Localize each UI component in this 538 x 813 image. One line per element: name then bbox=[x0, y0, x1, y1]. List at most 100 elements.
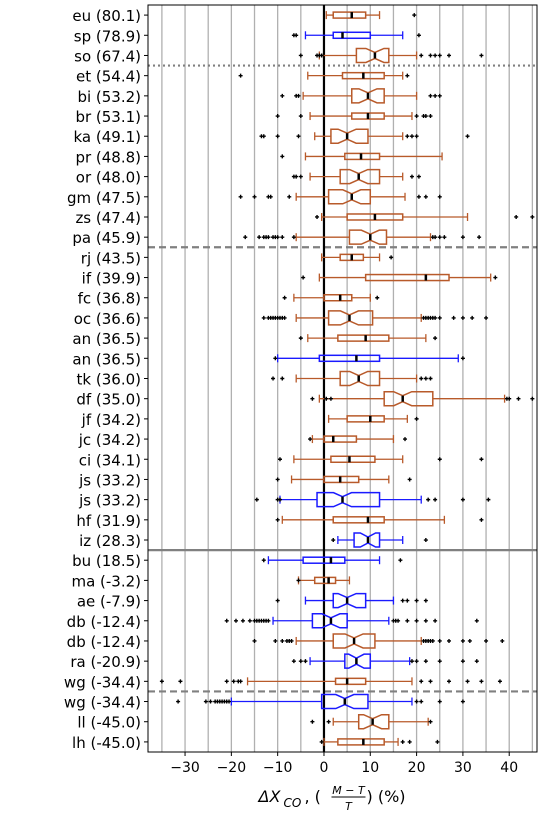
outlier-marker bbox=[414, 659, 419, 664]
outlier-marker bbox=[308, 437, 313, 442]
ytick-label: br (53.1) bbox=[75, 108, 141, 126]
outlier-marker bbox=[467, 638, 472, 643]
boxplot-row bbox=[296, 576, 351, 585]
outlier-marker bbox=[398, 558, 403, 563]
boxplot-row bbox=[273, 354, 465, 363]
outlier-marker bbox=[428, 719, 433, 724]
box bbox=[332, 592, 367, 609]
outlier-marker bbox=[414, 134, 419, 139]
outlier-marker bbox=[479, 679, 484, 684]
outlier-marker bbox=[178, 679, 183, 684]
outlier-marker bbox=[437, 235, 442, 240]
boxplot-row bbox=[321, 253, 394, 262]
ytick-label: hf (31.9) bbox=[76, 512, 141, 530]
x-axis-label-denominator: T bbox=[345, 800, 353, 813]
outlier-marker bbox=[407, 739, 412, 744]
outlier-marker bbox=[423, 194, 428, 199]
box bbox=[332, 516, 385, 524]
outlier-marker bbox=[442, 235, 447, 240]
boxplot-row bbox=[308, 435, 408, 444]
ytick-label: bu (18.5) bbox=[72, 552, 141, 570]
outlier-marker bbox=[275, 114, 280, 119]
ytick-label: ra (-20.9) bbox=[70, 653, 141, 671]
boxplot-row bbox=[280, 88, 442, 104]
outlier-marker bbox=[460, 356, 465, 361]
outlier-marker bbox=[419, 679, 424, 684]
outlier-marker bbox=[437, 659, 442, 664]
boxplot-row bbox=[301, 273, 498, 282]
outlier-marker bbox=[315, 214, 320, 219]
outlier-marker bbox=[430, 638, 435, 643]
ytick-label: bi (53.2) bbox=[77, 88, 141, 106]
boxplot-row bbox=[261, 310, 489, 326]
outlier-marker bbox=[530, 214, 535, 219]
box bbox=[339, 168, 381, 185]
boxplot-row bbox=[275, 592, 428, 609]
outlier-marker bbox=[470, 315, 475, 320]
outlier-marker bbox=[271, 376, 276, 381]
ytick-label: db (-12.4) bbox=[67, 613, 141, 631]
boxplot-row bbox=[282, 293, 380, 302]
ytick-label: js (33.2) bbox=[78, 471, 141, 489]
outlier-marker bbox=[428, 53, 433, 58]
box bbox=[346, 415, 385, 423]
outlier-marker bbox=[261, 134, 266, 139]
boxplot-row bbox=[319, 737, 440, 746]
outlier-marker bbox=[460, 699, 465, 704]
outlier-marker bbox=[530, 396, 535, 401]
ytick-label: rj (43.5) bbox=[81, 249, 141, 267]
outlier-marker bbox=[224, 679, 229, 684]
outlier-marker bbox=[447, 638, 452, 643]
outlier-marker bbox=[294, 174, 299, 179]
ytick-label: if (39.9) bbox=[82, 270, 141, 288]
outlier-marker bbox=[273, 638, 278, 643]
boxplot-row bbox=[261, 556, 403, 565]
outlier-marker bbox=[303, 659, 308, 664]
ytick-label: wg (-34.4) bbox=[64, 673, 141, 691]
outlier-marker bbox=[280, 93, 285, 98]
outlier-marker bbox=[493, 275, 498, 280]
outlier-marker bbox=[484, 315, 489, 320]
outlier-marker bbox=[437, 457, 442, 462]
label-layer: eu (80.1) sp (78.9) so (67.4) et (54.4) bi (… bbox=[64, 7, 518, 813]
box bbox=[348, 229, 388, 245]
outlier-marker bbox=[208, 699, 213, 704]
outlier-marker bbox=[405, 73, 410, 78]
boxplot-row bbox=[275, 112, 433, 121]
outlier-marker bbox=[423, 376, 428, 381]
boxplot-row bbox=[275, 515, 484, 524]
outlier-marker bbox=[437, 93, 442, 98]
outlier-marker bbox=[484, 638, 489, 643]
outlier-marker bbox=[203, 699, 208, 704]
ytick-label: jc (34.2) bbox=[78, 431, 141, 449]
boxplot-row bbox=[315, 212, 535, 221]
outlier-marker bbox=[433, 618, 438, 623]
outlier-marker bbox=[465, 679, 470, 684]
boxplot-row bbox=[254, 491, 491, 508]
box bbox=[318, 354, 381, 363]
outlier-marker bbox=[437, 638, 442, 643]
outlier-marker bbox=[416, 174, 421, 179]
outlier-marker bbox=[414, 598, 419, 603]
outlier-marker bbox=[227, 699, 232, 704]
outlier-marker bbox=[261, 315, 266, 320]
outlier-marker bbox=[275, 517, 280, 522]
boxplot-row bbox=[298, 334, 438, 343]
outlier-marker bbox=[396, 618, 401, 623]
outlier-marker bbox=[280, 376, 285, 381]
outlier-marker bbox=[273, 356, 278, 361]
box bbox=[320, 693, 369, 710]
outlier-marker bbox=[298, 53, 303, 58]
outlier-marker bbox=[298, 659, 303, 664]
outlier-marker bbox=[291, 659, 296, 664]
outlier-marker bbox=[460, 659, 465, 664]
frame-layer bbox=[147, 4, 538, 753]
boxplot-row bbox=[259, 128, 470, 144]
boxplot-row bbox=[238, 189, 442, 205]
ytick-label: pa (45.9) bbox=[72, 229, 141, 247]
outlier-marker bbox=[252, 194, 257, 199]
outlier-marker bbox=[423, 114, 428, 119]
ytick-label: ci (34.1) bbox=[79, 451, 141, 469]
outlier-marker bbox=[416, 33, 421, 38]
box bbox=[323, 293, 353, 302]
